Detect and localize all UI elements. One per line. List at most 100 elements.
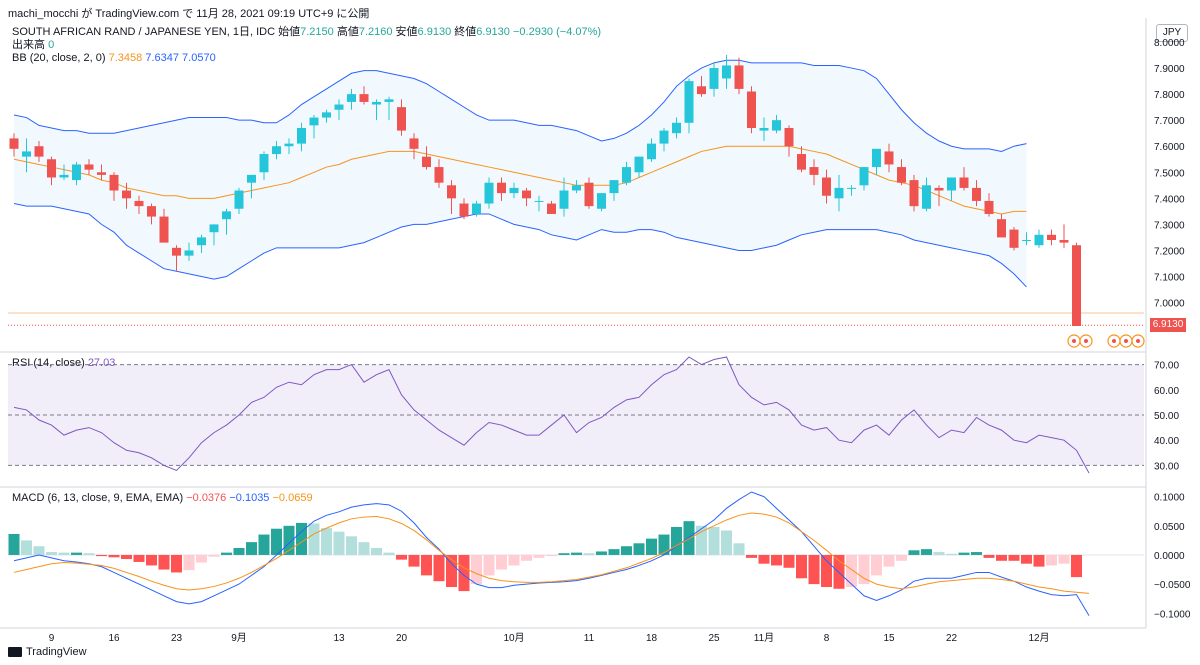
close-value: 6.9130 — [476, 26, 510, 38]
macd-histogram-bar — [846, 554, 857, 588]
macd-histogram-bar — [1021, 554, 1032, 564]
macd-histogram-bar — [871, 554, 882, 576]
macd-histogram-bar — [596, 551, 607, 555]
macd-line-value: −0.1035 — [229, 492, 270, 504]
candle-body — [709, 68, 719, 89]
macd-histogram-bar — [346, 536, 357, 555]
macd-histogram-bar — [583, 553, 595, 555]
bb-basis-value: 7.3458 — [108, 52, 143, 64]
macd-histogram-bar — [1046, 554, 1057, 566]
time-tick-label: 15 — [883, 633, 895, 644]
candle-body — [109, 174, 119, 191]
price-tick-label: 7.5000 — [1154, 168, 1185, 179]
rsi-value: 27.03 — [87, 357, 116, 369]
tradingview-footer[interactable]: TradingView — [8, 646, 87, 658]
macd-histogram-bar — [496, 554, 507, 570]
macd-tick-label: 0.0000 — [1154, 551, 1185, 562]
macd-histogram-bar — [708, 526, 720, 555]
macd-tick-label: 0.1000 — [1154, 493, 1185, 504]
macd-histogram-bar — [908, 550, 920, 555]
candle-body — [734, 65, 744, 89]
high-value: 7.2160 — [358, 26, 393, 38]
macd-label: MACD (6, 13, close, 9, EMA, EMA) — [12, 492, 184, 504]
macd-histogram-bar — [246, 542, 257, 555]
bb-upper-value: 7.6347 — [145, 52, 179, 64]
bb-basis-line — [13, 145, 1027, 215]
bb-legend: BB (20, close, 2, 0) 7.3458 7.6347 7.057… — [12, 52, 216, 65]
candle-body — [522, 190, 531, 199]
macd-histogram-bar — [858, 554, 870, 585]
time-tick-label: 22 — [946, 633, 958, 644]
candle-body — [384, 99, 394, 102]
candle-body — [347, 94, 356, 102]
macd-signal-line — [13, 512, 1090, 594]
time-tick-label: 11月 — [754, 632, 774, 644]
macd-histogram-bar — [283, 525, 295, 555]
macd-histogram-bar — [446, 554, 457, 588]
candle-body — [1034, 234, 1044, 246]
candle-body — [184, 250, 194, 256]
open-value: 7.2150 — [300, 26, 334, 38]
candle-body — [259, 154, 269, 173]
candle-body — [1047, 234, 1056, 241]
macd-histogram-bar — [83, 553, 95, 555]
candle-body — [409, 138, 419, 149]
candle-body — [272, 146, 281, 155]
candle-body — [572, 185, 581, 191]
candle-body — [809, 167, 819, 175]
macd-histogram-bar — [383, 552, 395, 555]
candle-body — [309, 117, 319, 126]
macd-histogram-bar — [971, 552, 982, 555]
candle-body — [397, 107, 406, 131]
macd-histogram-bar — [796, 554, 807, 579]
candle-body — [697, 86, 706, 95]
macd-histogram-bar — [946, 553, 957, 555]
macd-line — [13, 491, 1090, 616]
price-tick-label: 7.2000 — [1154, 246, 1185, 257]
macd-histogram-bar — [171, 554, 182, 573]
macd-histogram-bar — [308, 523, 320, 555]
candle-body — [359, 94, 369, 102]
high-label: 高値 — [336, 26, 359, 38]
candle-body — [334, 104, 344, 110]
candle-body — [672, 122, 681, 134]
currency-button[interactable]: JPY — [1156, 24, 1188, 42]
time-tick-label: 11 — [584, 633, 595, 644]
macd-histogram-bar — [46, 552, 57, 555]
macd-histogram-bar — [671, 526, 682, 555]
macd-histogram-bar — [746, 554, 757, 558]
macd-histogram-bar — [121, 554, 132, 560]
candle-body — [534, 200, 544, 202]
candle-body — [322, 112, 331, 118]
candle-body — [772, 120, 781, 131]
event-marker-dot — [1084, 339, 1088, 343]
macd-histogram-bar — [783, 554, 795, 568]
candle-body — [559, 190, 569, 209]
candle-body — [472, 203, 481, 214]
macd-histogram-bar — [333, 531, 345, 555]
rsi-tick-label: 40.00 — [1154, 436, 1179, 447]
macd-histogram-bar — [233, 547, 245, 555]
candle-body — [847, 187, 856, 189]
macd-histogram-bar — [1058, 554, 1070, 564]
volume-value: 0 — [48, 39, 55, 51]
candle-body — [134, 200, 144, 207]
candle-body — [34, 146, 44, 157]
candle-body — [197, 237, 206, 246]
rsi-line — [13, 356, 1090, 474]
bb-lower-value: 7.0570 — [182, 52, 216, 64]
event-marker-dot — [1136, 339, 1140, 343]
candle-body — [722, 65, 731, 79]
macd-histogram-bar — [1071, 554, 1082, 578]
rsi-tick-label: 50.00 — [1154, 411, 1179, 422]
macd-histogram-bar — [521, 554, 532, 561]
time-tick-label: 20 — [396, 633, 408, 644]
candle-body — [172, 247, 181, 256]
macd-histogram-bar — [458, 554, 470, 592]
candle-body — [747, 91, 756, 128]
macd-histogram-bar — [1033, 554, 1045, 567]
candle-body — [1059, 240, 1069, 243]
candle-body — [422, 156, 431, 168]
candle-body — [884, 151, 894, 165]
